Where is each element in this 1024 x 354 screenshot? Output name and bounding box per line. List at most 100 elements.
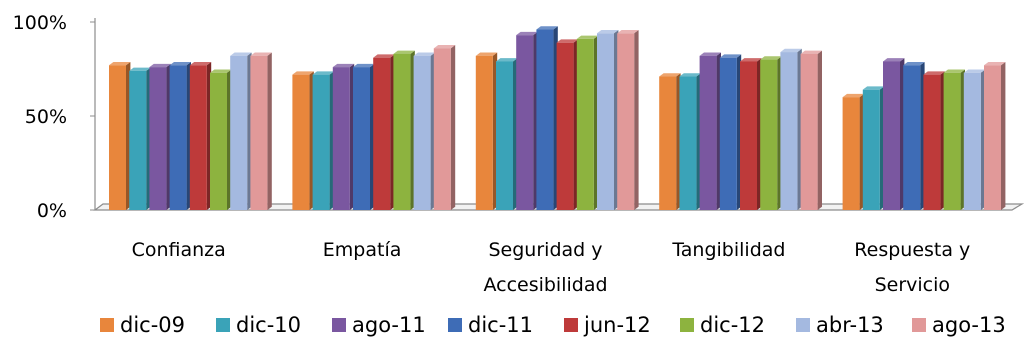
legend-label: dic-10 — [236, 313, 301, 337]
bar — [659, 73, 681, 211]
bar — [719, 54, 742, 210]
bar — [740, 58, 762, 211]
bar-front — [780, 52, 798, 210]
category-label: Empatía — [323, 239, 402, 261]
bar-top — [963, 69, 986, 73]
bar-top — [943, 69, 965, 73]
bar-top — [923, 71, 945, 75]
bar-side — [450, 45, 456, 210]
legend-label: jun-12 — [583, 313, 651, 337]
bar — [292, 71, 314, 210]
bar-front — [923, 74, 941, 210]
bar-front — [516, 35, 534, 210]
legend-label: abr-13 — [816, 313, 884, 337]
bar-top — [659, 73, 681, 77]
bar — [516, 31, 538, 210]
bar-front — [943, 72, 961, 210]
bar — [332, 63, 355, 211]
bar — [679, 73, 701, 211]
bar — [943, 69, 965, 211]
legend-swatch — [912, 318, 926, 332]
bar — [536, 26, 558, 210]
category-label: Seguridad y — [489, 239, 603, 261]
category-label: Servicio — [875, 274, 950, 296]
bar-top — [169, 61, 191, 66]
bar — [903, 61, 925, 211]
bar — [556, 39, 578, 211]
bar — [800, 50, 822, 211]
bar — [862, 86, 885, 210]
bar-top — [699, 52, 721, 56]
legend-swatch — [332, 318, 346, 332]
bar-front — [433, 48, 451, 210]
bar-top — [250, 52, 272, 56]
bar — [149, 63, 171, 211]
bar — [210, 69, 232, 211]
bar-top — [842, 93, 864, 98]
bar-front — [984, 65, 1001, 211]
bar-top — [903, 61, 925, 66]
bar — [617, 29, 639, 211]
bar-front — [169, 65, 187, 211]
bar-front — [963, 72, 981, 210]
bar-top — [312, 71, 334, 75]
bar — [496, 58, 518, 211]
bar-side — [267, 52, 272, 210]
bar-top — [292, 71, 314, 75]
bar — [433, 45, 456, 210]
bar-front — [760, 59, 778, 210]
bar — [963, 69, 986, 211]
bar-top — [475, 52, 498, 56]
bar — [373, 54, 395, 210]
bar-top — [129, 67, 151, 71]
bar — [129, 67, 151, 210]
bar-side — [634, 29, 639, 211]
bar-top — [760, 56, 782, 60]
y-tick-label: 100% — [13, 12, 67, 34]
bar-front — [556, 42, 574, 211]
bars — [109, 26, 1006, 211]
bar — [475, 52, 498, 211]
bar-side — [1001, 61, 1006, 210]
bar — [393, 50, 415, 211]
bar-top — [862, 86, 885, 90]
bar-top — [149, 63, 171, 68]
bar-top — [433, 45, 456, 49]
bar-front — [536, 29, 554, 210]
category-label: Accesibilidad — [483, 274, 607, 296]
legend-swatch — [796, 318, 810, 332]
bar — [353, 63, 375, 211]
bar — [230, 52, 252, 211]
bar-front — [332, 67, 350, 211]
bar-front — [496, 61, 513, 211]
bar-front — [719, 57, 737, 210]
legend-label: dic-09 — [120, 313, 185, 337]
bar-front — [475, 55, 493, 211]
bar-front — [292, 74, 310, 210]
bar-top — [210, 69, 232, 73]
bar-front — [353, 67, 370, 211]
bar — [250, 52, 272, 211]
category-label: Tangibilidad — [671, 239, 785, 261]
bar — [413, 52, 435, 211]
bar-front — [149, 67, 167, 211]
legend-label: ago-13 — [932, 313, 1006, 337]
bar-top — [332, 63, 355, 68]
bar — [842, 93, 864, 210]
bar-top — [413, 52, 435, 56]
bar-front — [903, 65, 921, 211]
bar-top — [353, 63, 375, 68]
legend-swatch — [564, 318, 578, 332]
bar-top — [679, 73, 701, 77]
bar-top — [109, 61, 131, 66]
bar-top — [740, 58, 762, 62]
bar — [760, 56, 782, 210]
bar — [576, 35, 599, 211]
bar — [984, 61, 1006, 211]
bar-top — [984, 61, 1006, 66]
bar-top — [719, 54, 742, 58]
bar-front — [230, 55, 248, 211]
legend-swatch — [680, 318, 694, 332]
category-label: Confianza — [132, 239, 226, 261]
